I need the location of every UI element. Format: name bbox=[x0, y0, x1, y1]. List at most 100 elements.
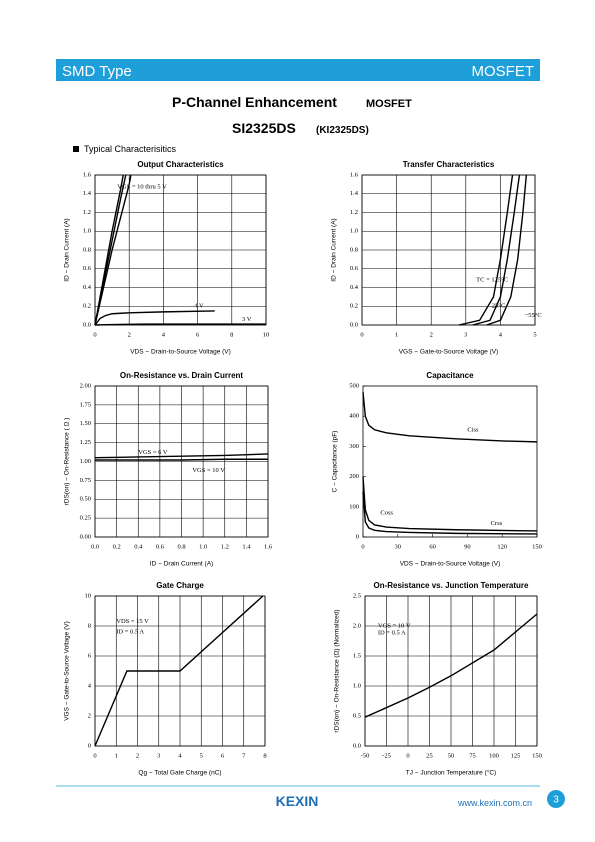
x-tick-label: 5 bbox=[200, 752, 203, 759]
y-tick-label: 500 bbox=[349, 382, 359, 389]
page-badge bbox=[547, 790, 565, 808]
curve bbox=[362, 476, 538, 532]
y-axis-label: rDS(on) − On-Resistance ( Ω ) bbox=[64, 418, 71, 506]
alt-part-number: (KI2325DS) bbox=[316, 125, 369, 136]
header-right: MOSFET bbox=[472, 63, 535, 80]
annotation: VGS = 10 V bbox=[378, 622, 411, 629]
x-tick-label: 6 bbox=[196, 331, 200, 338]
y-tick-label: 0.0 bbox=[353, 742, 361, 749]
y-tick-label: 2.0 bbox=[353, 622, 361, 629]
x-tick-label: 0 bbox=[360, 331, 363, 338]
y-tick-label: 1.50 bbox=[80, 420, 91, 427]
y-tick-label: 0.0 bbox=[83, 321, 91, 328]
y-axis-label: rDS(on) − On-Resistance (Ω) (Normalized) bbox=[334, 609, 341, 732]
x-tick-label: 125 bbox=[511, 752, 521, 759]
section-title: Typical Characterisitics bbox=[84, 144, 177, 154]
x-tick-label: 4 bbox=[178, 752, 182, 759]
x-tick-label: 150 bbox=[532, 543, 542, 550]
x-tick-label: 50 bbox=[448, 752, 455, 759]
y-tick-label: 4 bbox=[88, 682, 92, 689]
curve bbox=[472, 174, 521, 326]
plot-frame bbox=[361, 174, 536, 326]
y-tick-label: 1.4 bbox=[350, 190, 359, 197]
x-tick-label: 2 bbox=[430, 331, 433, 338]
y-axis-label: ID − Drain Current (A) bbox=[64, 218, 71, 281]
y-tick-label: 0.25 bbox=[80, 515, 91, 522]
y-axis-label: ID − Drain Current (A) bbox=[331, 218, 338, 281]
x-tick-label: 4 bbox=[162, 331, 166, 338]
y-tick-label: 0.0 bbox=[350, 321, 358, 328]
x-tick-label: 7 bbox=[242, 752, 246, 759]
x-tick-label: 150 bbox=[532, 752, 542, 759]
annotation: 25°C bbox=[492, 303, 505, 310]
annotation: VGS = 10 thru 5 V bbox=[117, 184, 167, 191]
annotation: −55°C bbox=[525, 312, 542, 319]
plot-frame bbox=[94, 385, 269, 538]
chart-title: On-Resistance vs. Junction Temperature bbox=[373, 581, 529, 590]
y-tick-label: 1.6 bbox=[350, 171, 359, 178]
x-tick-label: 5 bbox=[533, 331, 536, 338]
y-tick-label: 0.6 bbox=[350, 265, 359, 272]
y-tick-label: 0.2 bbox=[350, 303, 358, 310]
y-axis-label: C − Capacitance (pF) bbox=[332, 431, 339, 493]
x-tick-label: 100 bbox=[489, 752, 499, 759]
annotation: Crss bbox=[491, 520, 503, 527]
chart-title: On-Resistance vs. Drain Current bbox=[120, 371, 243, 380]
y-tick-label: 8 bbox=[88, 622, 91, 629]
y-tick-label: 1.00 bbox=[80, 458, 91, 465]
y-tick-label: 0.4 bbox=[83, 284, 92, 291]
x-tick-label: -50 bbox=[361, 752, 370, 759]
x-tick-label: 0 bbox=[361, 543, 364, 550]
x-tick-label: 120 bbox=[497, 543, 507, 550]
x-tick-label: 75 bbox=[469, 752, 476, 759]
plot-frame bbox=[364, 595, 538, 747]
annotation: Coss bbox=[380, 509, 393, 516]
curve bbox=[94, 453, 269, 459]
y-tick-label: 1.2 bbox=[83, 209, 91, 216]
annotation: ID = 0.5 A bbox=[378, 630, 406, 637]
y-tick-label: 0.4 bbox=[350, 284, 359, 291]
y-tick-label: 2 bbox=[88, 712, 91, 719]
annotation: 3 V bbox=[242, 316, 252, 323]
x-tick-label: 0 bbox=[406, 752, 409, 759]
y-tick-label: 400 bbox=[349, 413, 359, 420]
x-tick-label: 2 bbox=[136, 752, 139, 759]
annotation: Ciss bbox=[467, 426, 479, 433]
curve bbox=[94, 595, 264, 747]
chart-title: Capacitance bbox=[426, 371, 474, 380]
page-number: 3 bbox=[553, 795, 559, 806]
plot-frame bbox=[94, 174, 267, 326]
curve bbox=[95, 458, 268, 461]
y-tick-label: 1.5 bbox=[353, 652, 361, 659]
y-tick-label: 0.8 bbox=[83, 246, 91, 253]
x-tick-label: 1 bbox=[115, 752, 118, 759]
x-axis-label: TJ − Junction Temperature (°C) bbox=[406, 769, 496, 777]
y-tick-label: 0.75 bbox=[80, 477, 91, 484]
plot-frame bbox=[362, 385, 538, 538]
x-axis-label: VDS − Drain-to-Source Voltage (V) bbox=[400, 561, 501, 568]
y-tick-label: 0 bbox=[356, 533, 359, 540]
annotation: VGS = 10 V bbox=[192, 467, 225, 474]
curve bbox=[364, 613, 538, 718]
x-tick-label: 2 bbox=[128, 331, 131, 338]
y-tick-label: 1.25 bbox=[80, 439, 91, 446]
curve bbox=[362, 391, 538, 443]
bullet bbox=[73, 146, 79, 152]
y-tick-label: 1.4 bbox=[83, 190, 92, 197]
curve bbox=[362, 491, 538, 535]
y-tick-label: 1.0 bbox=[350, 228, 358, 235]
title-suffix: MOSFET bbox=[366, 98, 412, 110]
x-tick-label: 0 bbox=[93, 331, 96, 338]
x-tick-label: 1.0 bbox=[199, 543, 207, 550]
y-axis-label: VGS − Gate-to-Source Voltage (V) bbox=[64, 621, 71, 721]
x-tick-label: 3 bbox=[157, 752, 160, 759]
x-tick-label: 0.8 bbox=[177, 543, 185, 550]
y-tick-label: 0.00 bbox=[80, 533, 91, 540]
x-tick-label: -25 bbox=[382, 752, 391, 759]
x-tick-label: 3 bbox=[464, 331, 467, 338]
curve bbox=[94, 310, 215, 326]
x-tick-label: 4 bbox=[499, 331, 503, 338]
x-tick-label: 90 bbox=[464, 543, 471, 550]
x-tick-label: 1 bbox=[395, 331, 398, 338]
